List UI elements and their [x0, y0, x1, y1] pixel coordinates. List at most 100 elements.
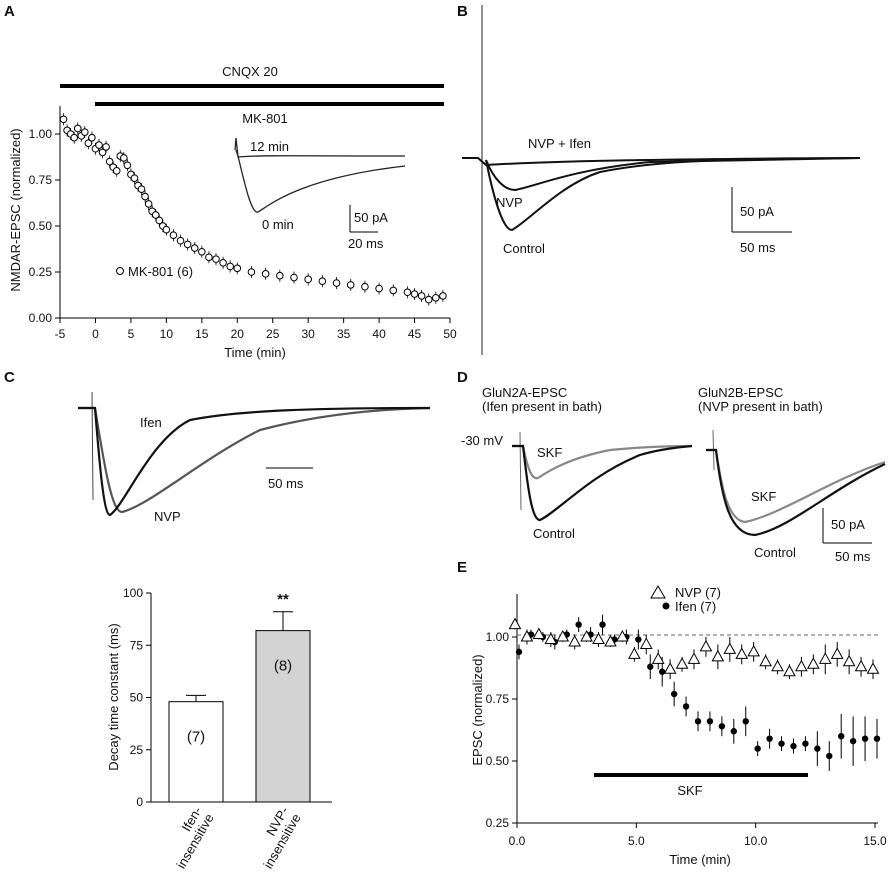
e-y-tick-label: 0.75 [486, 692, 510, 706]
a-data-point [73, 124, 82, 133]
a-data-point [346, 281, 355, 289]
cb-category-label: Ifen-insensitive [161, 804, 216, 871]
d-right-trace-control [706, 448, 886, 537]
a-data-point [183, 240, 192, 249]
a-data-point [233, 264, 242, 273]
b-label-nvp: NVP [496, 195, 523, 210]
a-x-tick-label: 15 [195, 327, 209, 341]
cb-y-tick-label: 100 [123, 586, 143, 600]
a-y-tick-label: 1.00 [29, 127, 53, 141]
e-nvp-point [532, 627, 546, 640]
cb-axis-ticks: 0 25 50 75 100 [123, 586, 151, 809]
e-ifen-point [754, 745, 761, 752]
panel-letter-c: C [4, 369, 15, 386]
e-nvp-point [675, 657, 689, 669]
c-label-ifen: Ifen [140, 415, 162, 430]
cb-y-tick-label: 75 [130, 638, 144, 652]
panel-b: NVP + Ifen NVP Control 50 pA 50 ms [462, 5, 861, 355]
panel-a: CNQX 20 MK-801 -5 0 5 10 15 20 25 30 35 40 45 50 0.0… [8, 64, 457, 360]
panel-letter-b: B [457, 3, 468, 20]
e-ifen-point [849, 737, 857, 745]
a-y-tick-label: 0.50 [29, 219, 53, 233]
a-data-point [176, 236, 185, 245]
a-data-point [219, 259, 227, 267]
e-ifen-point [826, 752, 833, 760]
e-nvp-point [627, 647, 641, 659]
e-x-tick-label: 15.0 [863, 834, 887, 848]
a-data-point [212, 255, 220, 263]
a-y-label: NMDAR-EPSC (normalized) [8, 128, 23, 291]
e-ifen-point [694, 718, 702, 725]
a-data-point [95, 141, 103, 149]
d-holding-potential: -30 mV [461, 433, 503, 448]
a-data-point [169, 231, 178, 239]
a-x-tick-label: 0 [92, 327, 99, 341]
a-data-point [120, 154, 128, 162]
e-ifen-point [599, 621, 606, 628]
cb-bar [168, 701, 224, 803]
a-x-label: Time (min) [224, 345, 286, 360]
a-inset-trace-0min [235, 149, 406, 213]
a-data-point [403, 288, 412, 297]
d-right-label-skf: SKF [751, 489, 776, 504]
e-y-label: EPSC (normalized) [470, 654, 485, 765]
e-nvp-point [508, 617, 522, 630]
cb-bars: (7) Ifen-insensitive (8) NVP-insensitive ** [161, 591, 311, 871]
panel-c-bar: 0 25 50 75 100 Decay time constant (ms) (7) I… [106, 586, 332, 871]
e-ifen-point [718, 723, 726, 730]
a-data-point [130, 174, 139, 182]
a-y-tick-label: 0.00 [29, 311, 53, 325]
a-data-point [290, 273, 298, 282]
a-data-point [424, 295, 433, 304]
e-ifen-point [682, 703, 690, 710]
e-ifen-point [706, 718, 714, 725]
e-nvp-point [639, 637, 653, 649]
e-axis-ticks: 0.0 5.0 10.0 15.0 0.25 0.50 0.75 1.00 [486, 630, 887, 848]
a-x-tick-label: 20 [231, 327, 245, 341]
a-inset-label-0min: 0 min [262, 217, 294, 232]
e-data-points [508, 614, 881, 771]
e-nvp-point [723, 642, 737, 654]
a-data-point [190, 244, 199, 252]
e-ifen-point [838, 733, 845, 740]
e-nvp-point [818, 652, 832, 664]
panel-letter-a: A [4, 3, 15, 20]
a-x-tick-label: 5 [128, 327, 135, 341]
e-nvp-point [544, 632, 558, 644]
cb-significance: ** [277, 591, 289, 608]
c-scalebar-x-label: 50 ms [268, 476, 304, 491]
e-nvp-point [842, 654, 856, 667]
panel-letter-d: D [457, 369, 468, 386]
cb-category-label: NVP-insensitive [248, 804, 303, 871]
e-nvp-point [783, 664, 796, 677]
e-nvp-point [866, 662, 880, 674]
panel-c: Ifen NVP 50 ms [78, 391, 431, 524]
b-scalebar-y-label: 50 pA [740, 204, 774, 219]
panel-letter-e: E [457, 559, 467, 576]
a-data-point [318, 277, 327, 286]
e-nvp-point [520, 629, 534, 642]
e-ifen-point [670, 690, 678, 698]
e-nvp-point [556, 629, 570, 642]
d-left-trace-control [512, 444, 693, 522]
e-ifen-point [790, 742, 797, 750]
c-trace-nvp [78, 406, 431, 514]
a-data-point [389, 286, 398, 295]
b-scalebar-x-label: 50 ms [740, 240, 776, 255]
e-ifen-point [802, 740, 809, 747]
cb-n-label: (7) [187, 729, 205, 746]
e-nvp-point [854, 659, 868, 672]
e-nvp-point [771, 659, 784, 672]
a-data-point [137, 185, 146, 193]
a-data-point [88, 133, 96, 142]
cb-y-label: Decay time constant (ms) [106, 623, 121, 770]
e-ifen-point [742, 718, 749, 725]
a-inset-scalebar-y-label: 50 pA [354, 210, 388, 225]
panel-d: GluN2A-EPSC (Ifen present in bath) GluN2… [461, 385, 886, 564]
a-data-point [102, 143, 110, 151]
e-legend-marker-ifen [662, 602, 670, 610]
e-skf-bar-label: SKF [677, 783, 702, 798]
a-data-point [198, 247, 206, 256]
cb-y-tick-label: 0 [136, 795, 143, 809]
a-data-point [375, 284, 383, 293]
